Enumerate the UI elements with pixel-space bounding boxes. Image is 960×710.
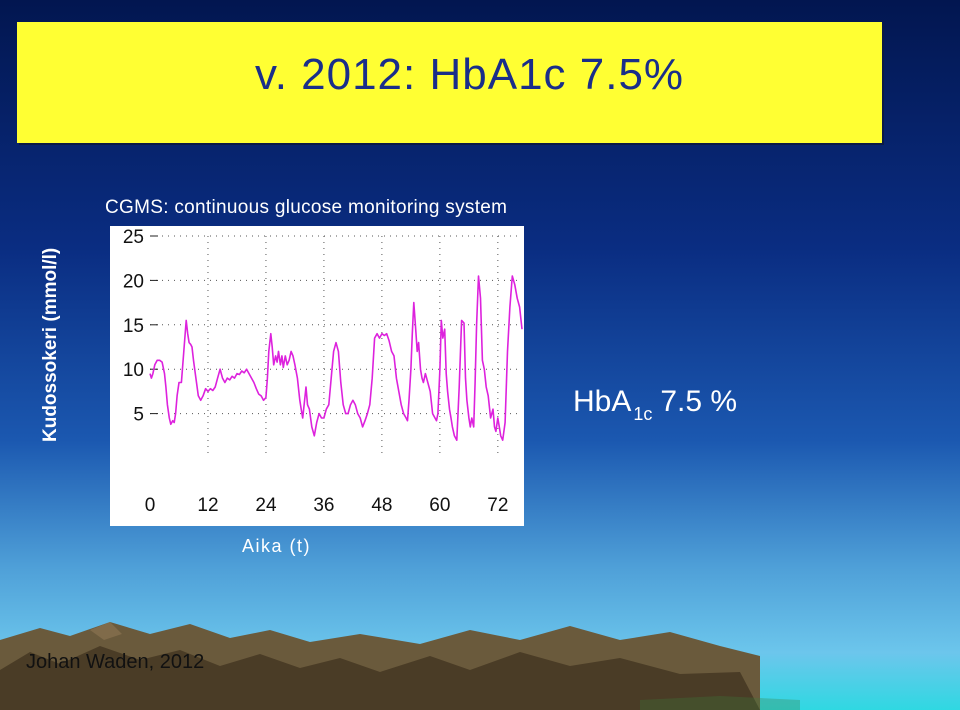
series-layer xyxy=(149,275,523,441)
lake-shore xyxy=(640,696,800,710)
mountain-landscape xyxy=(0,622,800,710)
mountain-range-front xyxy=(0,646,760,710)
axes xyxy=(150,235,158,415)
x-tick-label-48: 48 xyxy=(371,495,392,516)
y-tick-label-15: 15 xyxy=(123,316,144,337)
plot-panel: 5 10 15 20 25 0 12 24 36 48 60 72 xyxy=(110,226,524,526)
y-tick-label-20: 20 xyxy=(123,271,144,292)
x-tick-label-36: 36 xyxy=(313,495,334,516)
author-credit: Johan Waden, 2012 xyxy=(26,651,205,673)
slide-title: v. 2012: HbA1c 7.5% xyxy=(254,50,685,99)
x-tick-label-24: 24 xyxy=(255,495,277,516)
hba1c-label-value: 7.5 % xyxy=(660,385,738,418)
tick-labels: 5 10 15 20 25 0 12 24 36 48 60 72 xyxy=(123,227,509,516)
hba1c-label: HbA 1c 7.5 % xyxy=(573,385,737,425)
x-tick-label-60: 60 xyxy=(429,495,450,516)
y-tick-label-5: 5 xyxy=(133,405,144,426)
x-tick-label-0: 0 xyxy=(145,495,156,516)
x-tick-label-72: 72 xyxy=(487,495,508,516)
glucose-series-line xyxy=(149,275,523,441)
y-tick-label-25: 25 xyxy=(123,227,144,248)
x-tick-label-12: 12 xyxy=(197,495,218,516)
hba1c-label-main: HbA xyxy=(573,385,632,418)
mountain-highlights xyxy=(90,622,122,640)
grid-lines xyxy=(150,235,522,458)
y-axis-label: Kudossokeri (mmol/l) xyxy=(40,247,61,442)
hba1c-label-subscript: 1c xyxy=(633,404,653,424)
chart-title: CGMS: continuous glucose monitoring syst… xyxy=(105,197,508,218)
y-tick-label-10: 10 xyxy=(123,360,144,381)
glucose-chart: 5 10 15 20 25 0 12 24 36 48 60 72 xyxy=(123,227,523,516)
x-axis-label: Aika (t) xyxy=(242,536,312,556)
title-banner: v. 2012: HbA1c 7.5% xyxy=(17,22,882,143)
